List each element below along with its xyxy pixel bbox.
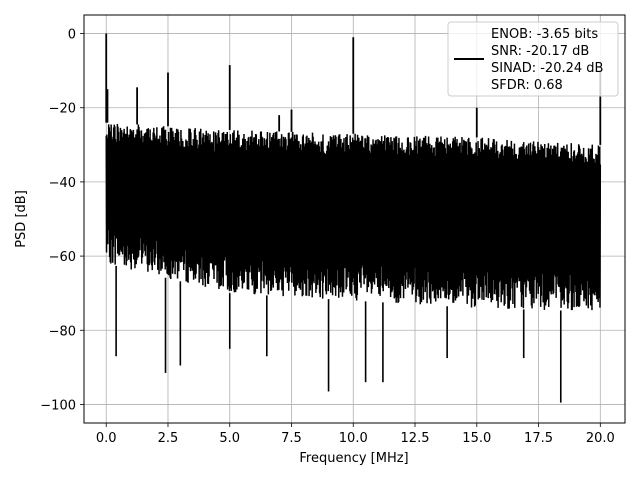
y-tick-label: −100 [40,398,76,413]
legend-sinad: SINAD: -20.24 dB [491,61,603,76]
x-tick-label: 5.0 [219,431,240,446]
y-tick-label: −20 [49,102,76,117]
y-tick-label: 0 [68,28,76,43]
legend-snr: SNR: -20.17 dB [491,44,589,59]
y-axis-ticks: 0 −20 −40 −60 −80 −100 [40,28,84,413]
x-tick-label: 12.5 [401,431,430,446]
x-axis-ticks: 0.0 2.5 5.0 7.5 10.0 12.5 15.0 17.5 20.0 [96,423,615,446]
y-axis-label: PSD [dB] [14,190,29,248]
x-tick-label: 20.0 [586,431,615,446]
y-tick-label: −80 [49,324,76,339]
plot-frame [83,14,626,424]
legend-sfdr: SFDR: 0.68 [491,78,563,93]
x-tick-label: 2.5 [158,431,179,446]
y-tick-label: −40 [49,176,76,191]
legend-box [447,21,619,97]
legend: ENOB: -3.65 bits SNR: -20.17 dB SINAD: -… [447,21,619,97]
legend-enob: ENOB: -3.65 bits [491,27,598,42]
x-tick-label: 0.0 [96,431,117,446]
y-tick-label: −60 [49,250,76,265]
noise-floor-trace [105,124,602,311]
x-tick-label: 17.5 [524,431,553,446]
x-tick-label: 15.0 [462,431,491,446]
x-axis-label: Frequency [MHz] [299,451,408,466]
x-tick-label: 7.5 [281,431,302,446]
x-tick-label: 10.0 [339,431,368,446]
